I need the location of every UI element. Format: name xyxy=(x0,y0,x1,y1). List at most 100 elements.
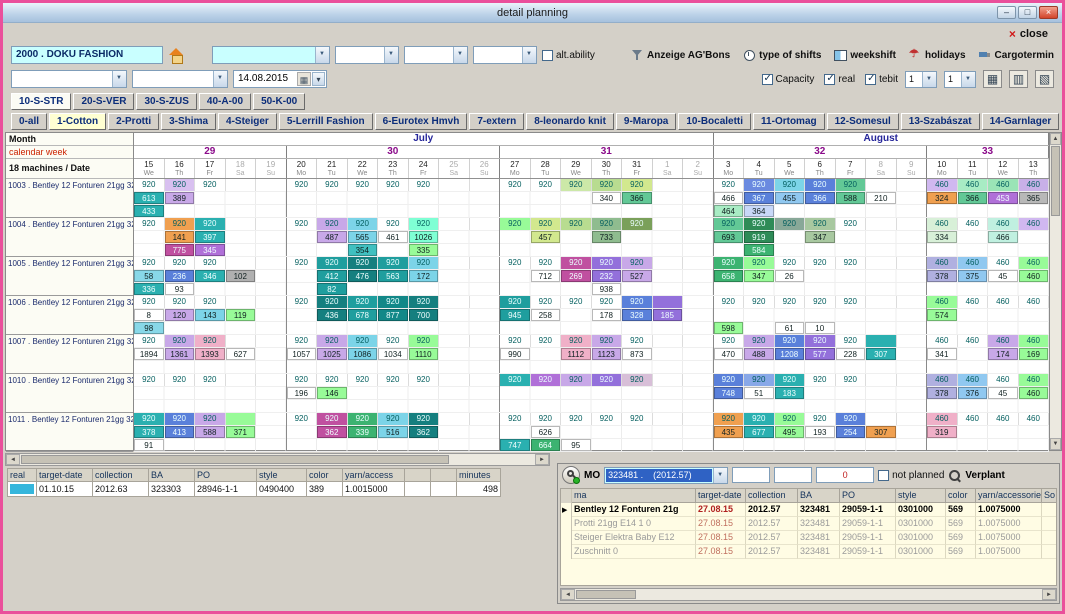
capacity-cell[interactable]: 920 xyxy=(835,413,866,425)
job-bar[interactable]: 436 xyxy=(317,309,347,321)
job-bar[interactable]: 98 xyxy=(134,322,164,334)
tab-1-cotton[interactable]: 1-Cotton xyxy=(49,113,107,130)
capacity-cell[interactable]: 920 xyxy=(347,296,378,308)
day-header[interactable]: 27 Mo xyxy=(500,159,531,178)
job-bar[interactable]: 258 xyxy=(530,309,560,321)
capacity-cell[interactable] xyxy=(653,374,683,386)
capacity-cell[interactable]: 920 xyxy=(774,218,805,230)
capacity-cell[interactable]: 920 xyxy=(317,296,348,308)
checkbox-box[interactable] xyxy=(878,469,890,481)
job-bar[interactable]: 26 xyxy=(774,270,804,282)
week-header[interactable]: 30 xyxy=(287,146,500,158)
job-bar[interactable]: 1025 xyxy=(317,348,347,360)
tab-14-garnlager[interactable]: 14-Garnlager xyxy=(981,113,1060,130)
checkbox-box[interactable] xyxy=(865,73,877,85)
capacity-cell[interactable]: 920 xyxy=(317,335,348,347)
job-bar[interactable]: 346 xyxy=(195,270,225,282)
tab-3-shima[interactable]: 3-Shima xyxy=(161,113,217,130)
filter-combo-1[interactable] xyxy=(335,46,399,64)
job-bar[interactable]: 877 xyxy=(378,309,408,321)
capacity-cell[interactable]: 920 xyxy=(713,218,744,230)
capacity-cell[interactable]: 920 xyxy=(744,335,775,347)
alt-ability-checkbox[interactable]: alt.ability xyxy=(542,49,595,61)
machine-group-combo[interactable] xyxy=(11,70,127,88)
capacity-cell[interactable] xyxy=(226,296,256,308)
capacity-cell[interactable]: 920 xyxy=(195,257,226,269)
capacity-cell[interactable]: 920 xyxy=(347,413,378,425)
capacity-cell[interactable]: 460 xyxy=(927,218,958,230)
capacity-cell[interactable]: 460 xyxy=(958,413,988,425)
capacity-cell[interactable]: 920 xyxy=(134,179,165,191)
capacity-cell[interactable]: 920 xyxy=(378,413,409,425)
order-row[interactable]: Steiger Elektra Baby E12 27.08.15 2012.57 3… xyxy=(561,531,1056,545)
scrollbar-thumb[interactable] xyxy=(21,455,449,464)
job-bar[interactable]: 228 xyxy=(835,348,865,360)
day-header[interactable]: 30 Th xyxy=(592,159,622,178)
job-bar[interactable]: 364 xyxy=(744,205,774,217)
capacity-cell[interactable]: 920 xyxy=(531,413,561,425)
order-row[interactable]: Bentley 12 Fonturen 21g27.08.152012.5732… xyxy=(561,503,1056,517)
capacity-cell[interactable]: 920 xyxy=(561,335,592,347)
capacity-cell[interactable]: 460 xyxy=(1018,335,1049,347)
capacity-cell[interactable]: 920 xyxy=(622,413,653,425)
capacity-cell[interactable]: 920 xyxy=(836,374,866,386)
day-header[interactable]: 7 Fr xyxy=(836,159,866,178)
capacity-cell[interactable]: 460 xyxy=(988,218,1019,230)
capacity-cell[interactable]: 460 xyxy=(958,296,988,308)
capacity-cell[interactable]: 920 xyxy=(714,179,744,191)
day-header[interactable]: 31 Fr xyxy=(622,159,653,178)
job-bar[interactable]: 397 xyxy=(195,231,225,243)
job-bar[interactable]: 466 xyxy=(988,231,1018,243)
capacity-cell[interactable]: 920 xyxy=(348,179,378,191)
job-bar[interactable]: 919 xyxy=(744,231,774,243)
job-bar[interactable]: 307 xyxy=(866,348,896,360)
capacity-cell[interactable] xyxy=(470,179,500,191)
capacity-cell[interactable]: 920 xyxy=(378,218,409,230)
job-bar[interactable]: 466 xyxy=(713,192,743,204)
capacity-cell[interactable]: 920 xyxy=(531,257,561,269)
job-bar[interactable]: 563 xyxy=(378,270,408,282)
split-view-icon[interactable] xyxy=(1035,70,1054,88)
capacity-cell[interactable]: 920 xyxy=(317,218,348,230)
grid-view-icon[interactable] xyxy=(983,70,1002,88)
day-header[interactable]: 10 Mo xyxy=(927,159,958,178)
job-bar[interactable]: 455 xyxy=(774,192,804,204)
capacity-cell[interactable]: 920 xyxy=(500,335,531,347)
machine-label[interactable]: 1011 . Bentley 12 Fonturen 21gg 32" xyxy=(6,413,133,452)
capacity-cell[interactable] xyxy=(866,413,897,425)
day-header[interactable]: 2 Su xyxy=(683,159,714,178)
spin-1[interactable]: 1 xyxy=(905,70,937,88)
capacity-cell[interactable]: 920 xyxy=(591,335,622,347)
capacity-cell[interactable]: 920 xyxy=(317,374,348,386)
capacity-cell[interactable]: 460 xyxy=(988,335,1019,347)
close-button[interactable]: × close xyxy=(1009,28,1048,40)
job-bar[interactable]: 375 xyxy=(957,270,987,282)
day-header[interactable]: 16 Th xyxy=(165,159,195,178)
capacity-cell[interactable] xyxy=(256,374,287,386)
job-bar[interactable]: 196 xyxy=(286,387,316,399)
verplant-search-icon[interactable] xyxy=(948,469,961,482)
capacity-cell[interactable] xyxy=(470,257,500,269)
day-header[interactable]: 5 We xyxy=(775,159,805,178)
machine-label[interactable]: 1004 . Bentley 12 Fonturen 21gg 32" xyxy=(6,218,133,257)
capacity-cell[interactable]: 920 xyxy=(775,296,805,308)
capacity-cell[interactable]: 920 xyxy=(805,335,836,347)
capacity-cell[interactable]: 920 xyxy=(408,335,439,347)
day-header[interactable]: 23 Th xyxy=(378,159,409,178)
capacity-cell[interactable]: 920 xyxy=(408,296,439,308)
job-bar[interactable]: 664 xyxy=(530,439,560,451)
capacity-cell[interactable] xyxy=(470,413,500,425)
job-bar[interactable]: 193 xyxy=(805,426,835,438)
job-bar[interactable]: 626 xyxy=(530,426,560,438)
capacity-cell[interactable] xyxy=(226,335,256,347)
capacity-cell[interactable]: 920 xyxy=(317,179,348,191)
checkbox-box[interactable] xyxy=(761,73,773,85)
job-bar[interactable]: 495 xyxy=(774,426,804,438)
capacity-cell[interactable]: 920 xyxy=(347,335,378,347)
capacity-cell[interactable] xyxy=(256,413,287,425)
day-header[interactable]: 1 Sa xyxy=(653,159,683,178)
search-order-button[interactable] xyxy=(562,466,580,484)
capacity-cell[interactable]: 920 xyxy=(317,413,348,425)
job-bar[interactable]: 565 xyxy=(347,231,377,243)
job-bar[interactable]: 210 xyxy=(866,192,896,204)
